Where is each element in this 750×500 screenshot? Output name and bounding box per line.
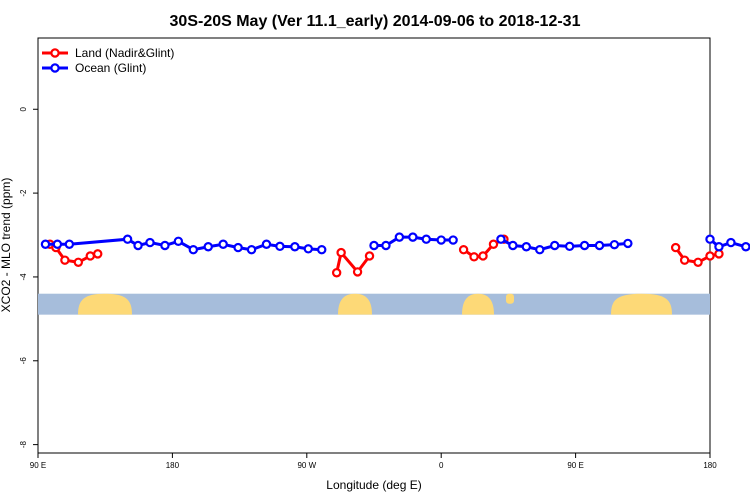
data-point	[488, 239, 499, 249]
legend-marker	[50, 48, 60, 58]
data-point	[40, 239, 51, 249]
data-point	[203, 242, 213, 252]
data-point	[261, 239, 272, 249]
data-point	[564, 241, 575, 252]
data-point	[478, 251, 488, 261]
data-point	[290, 242, 300, 252]
series-line	[335, 249, 371, 275]
data-point	[218, 239, 228, 249]
data-point	[317, 244, 327, 255]
data-point	[623, 238, 633, 249]
legend-marker	[50, 63, 60, 73]
data-point	[714, 242, 724, 252]
ocean-band	[38, 293, 710, 315]
data-point	[331, 268, 342, 278]
axes: 90 E 180 90 W 0 90 E 180 0 -2 -4 -6 -8	[19, 106, 717, 470]
data-point	[705, 234, 715, 244]
data-point	[336, 247, 346, 258]
data-point	[122, 234, 133, 244]
data-point	[364, 251, 375, 261]
data-point	[73, 257, 84, 267]
x-tick-label: 90 E	[30, 461, 46, 470]
data-point	[275, 241, 285, 252]
data-point	[508, 240, 518, 251]
data-point	[352, 267, 363, 277]
data-point	[705, 251, 715, 261]
data-point	[726, 237, 736, 248]
series-line	[500, 237, 629, 252]
data-point	[173, 236, 184, 247]
x-tick-label: 180	[166, 461, 180, 470]
legend-label: Ocean (Glint)	[75, 61, 146, 75]
data-point	[679, 255, 690, 265]
land-blob	[338, 293, 372, 315]
data-point	[160, 240, 170, 251]
data-point	[521, 242, 532, 252]
data-point	[609, 239, 620, 250]
data-point	[741, 242, 750, 252]
chart-title: 30S-20S May (Ver 11.1_early) 2014-09-06 …	[170, 13, 581, 30]
data-point	[469, 252, 479, 262]
data-point	[693, 257, 703, 267]
data-point	[233, 242, 243, 253]
data-point	[85, 251, 95, 261]
data-point	[496, 234, 506, 244]
data-point	[448, 235, 458, 245]
legend-label: Land (Nadir&Glint)	[75, 46, 174, 60]
data-point	[594, 240, 605, 251]
data-point	[52, 239, 63, 249]
data-point	[579, 240, 590, 251]
y-tick-label: -4	[19, 273, 28, 281]
data-point	[246, 244, 257, 255]
x-tick-label: 0	[439, 461, 444, 470]
data-point	[60, 255, 70, 265]
land-blob	[462, 293, 494, 315]
x-tick-label: 90 E	[567, 461, 583, 470]
data-point	[670, 242, 681, 253]
data-point	[145, 237, 155, 248]
data-point	[408, 232, 418, 242]
land-blob	[506, 293, 514, 304]
land-ocean-band	[38, 293, 710, 315]
data-point	[381, 240, 391, 251]
data-point	[549, 240, 560, 251]
x-axis-label: Longitude (deg E)	[326, 478, 421, 492]
series-layer	[40, 232, 750, 278]
x-tick-label: 90 W	[297, 461, 316, 470]
legend: Land (Nadir&Glint)Ocean (Glint)	[42, 46, 174, 75]
data-point	[394, 232, 405, 242]
data-point	[458, 244, 469, 255]
y-axis-label: XCO2 - MLO trend (ppm)	[0, 178, 13, 313]
land-blob	[611, 293, 672, 315]
x-tick-label: 180	[703, 461, 717, 470]
data-point	[303, 244, 313, 254]
data-point	[64, 239, 75, 249]
data-point	[535, 244, 545, 255]
data-point	[369, 240, 379, 251]
land-blob	[78, 293, 132, 315]
y-tick-label: -8	[19, 441, 28, 449]
y-tick-label: -2	[19, 189, 28, 197]
data-point	[188, 244, 199, 255]
y-tick-label: -6	[19, 357, 28, 365]
data-point	[436, 235, 446, 245]
data-point	[93, 249, 103, 259]
data-point	[133, 240, 143, 251]
plot-frame	[37, 37, 711, 454]
y-tick-label: 0	[19, 106, 28, 111]
series-line	[709, 238, 747, 249]
data-point	[421, 234, 431, 244]
